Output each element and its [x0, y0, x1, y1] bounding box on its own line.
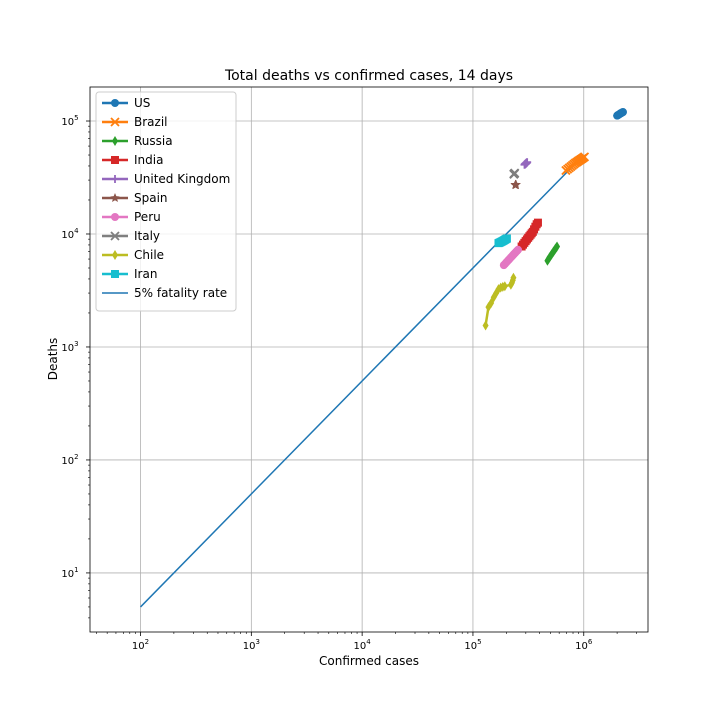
data-point-chile — [482, 320, 489, 331]
data-point-chile — [501, 281, 508, 292]
plot-area — [139, 108, 627, 608]
legend-item-5-fatality-rate: 5% fatality rate — [102, 286, 227, 300]
axis-ticks: 102 103 104 105 106 101 102 103 104 105 — [61, 114, 637, 652]
legend-marker — [112, 250, 118, 260]
legend-marker — [111, 175, 119, 183]
series-iran — [494, 234, 511, 248]
x-axis-label: Confirmed cases — [319, 654, 419, 668]
legend-frame — [95, 91, 237, 312]
legend-label: United Kingdom — [134, 172, 230, 186]
legend-label: Spain — [134, 191, 168, 205]
data-point-peru — [513, 245, 522, 254]
legend-label: Italy — [134, 229, 160, 243]
legend-label: Russia — [134, 134, 173, 148]
y-tick-label: 105 — [61, 114, 78, 128]
y-axis-label: Deaths — [46, 338, 60, 381]
series-russia — [544, 241, 561, 266]
series-united-kingdom — [520, 158, 532, 169]
series-italy — [509, 168, 520, 179]
x-tick-label: 104 — [354, 638, 372, 652]
legend-item-spain: Spain — [102, 191, 168, 205]
data-point-chile — [510, 272, 517, 283]
data-point-brazil — [579, 152, 590, 162]
legend-marker — [111, 270, 119, 278]
y-tick-label: 103 — [61, 340, 78, 354]
data-point-iran — [502, 234, 511, 243]
legend-label: Peru — [134, 210, 161, 224]
data-point-india — [533, 218, 542, 227]
legend-label: 5% fatality rate — [134, 286, 227, 300]
data-point-italy — [510, 168, 520, 178]
legend: US Brazil Russia India United Kingdom Spain Pe… — [95, 91, 237, 312]
series-india — [517, 218, 542, 251]
legend-label: US — [134, 96, 150, 110]
data-point-russia — [554, 241, 561, 252]
axes-frame — [89, 86, 649, 633]
series-peru — [499, 245, 522, 270]
x-tick-label: 102 — [132, 638, 149, 652]
legend-label: Iran — [134, 267, 157, 281]
legend-item-chile: Chile — [102, 248, 164, 262]
legend-item-iran: Iran — [102, 267, 157, 281]
legend-marker — [112, 136, 118, 146]
y-tick-label: 102 — [61, 453, 78, 467]
legend-marker — [110, 117, 120, 127]
legend-marker — [110, 193, 120, 203]
legend-marker — [111, 99, 119, 107]
legend-marker — [111, 213, 119, 221]
legend-item-united-kingdom: United Kingdom — [102, 172, 230, 186]
legend-item-india: India — [102, 153, 163, 167]
data-point-spain — [511, 179, 521, 189]
data-point-united-kingdom — [523, 158, 532, 167]
data-point-us — [618, 108, 627, 117]
legend-item-brazil: Brazil — [102, 115, 168, 129]
y-tick-label: 101 — [61, 566, 78, 580]
x-tick-label: 103 — [243, 638, 260, 652]
y-tick-label: 104 — [61, 227, 79, 241]
legend-label: Chile — [134, 248, 164, 262]
x-tick-label: 105 — [464, 638, 481, 652]
series-spain — [510, 179, 521, 190]
legend-item-peru: Peru — [102, 210, 161, 224]
series-us — [613, 108, 627, 120]
x-tick-label: 106 — [575, 638, 593, 652]
legend-label: India — [134, 153, 163, 167]
legend-item-russia: Russia — [102, 134, 173, 148]
legend-marker — [110, 231, 120, 241]
series-chile — [482, 272, 517, 331]
legend-label: Brazil — [134, 115, 168, 129]
legend-item-us: US — [102, 96, 150, 110]
chart-title: Total deaths vs confirmed cases, 14 days — [224, 68, 513, 84]
legend-marker — [111, 156, 119, 164]
series-brazil — [561, 152, 590, 176]
legend-item-italy: Italy — [102, 229, 160, 243]
